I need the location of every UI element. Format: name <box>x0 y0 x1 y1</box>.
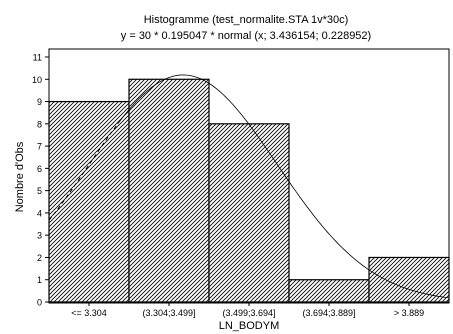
y-tick-label: 2 <box>37 253 42 263</box>
histogram-bar <box>368 256 450 303</box>
x-axis: <= 3.304 (3.304;3.499] (3.499;3.694] (3.694… <box>71 303 424 318</box>
x-tick-label: <= 3.304 <box>71 308 107 318</box>
y-tick-label: 4 <box>37 208 42 218</box>
y-tick-label: 7 <box>37 142 42 152</box>
histogram-bar <box>48 100 130 303</box>
x-tick-label: (3.304;3.499] <box>142 308 195 318</box>
curve-dashed-segment <box>48 123 119 221</box>
y-tick-label: 6 <box>37 164 42 174</box>
y-axis-label: Nombre d'Obs <box>14 141 26 212</box>
normal-curve <box>48 74 450 299</box>
y-tick-label: 9 <box>37 97 42 107</box>
histogram-bar <box>208 123 290 303</box>
y-tick-label: 10 <box>32 75 42 85</box>
x-tick-label: (3.694;3.889] <box>302 308 355 318</box>
y-tick-label: 3 <box>37 231 42 241</box>
histogram-bar <box>128 78 210 303</box>
chart-subtitle: y = 30 * 0.195047 * normal (x; 3.436154;… <box>121 30 371 42</box>
y-tick-label: 0 <box>37 298 42 308</box>
y-axis: 0 1 2 3 4 5 6 7 8 9 10 11 <box>32 53 49 308</box>
chart-title: Histogramme (test_normalite.STA 1v*30c) <box>144 14 349 26</box>
y-tick-label: 8 <box>37 119 42 129</box>
y-tick-label: 11 <box>33 53 42 63</box>
x-tick-label: (3.499;3.694] <box>222 308 275 318</box>
x-tick-label: > 3.889 <box>394 308 424 318</box>
y-tick-label: 5 <box>37 186 42 196</box>
histogram-bar <box>288 279 370 303</box>
y-tick-label: 1 <box>37 275 42 285</box>
bars <box>48 78 450 303</box>
curve-solid-segment <box>117 74 450 299</box>
x-axis-label: LN_BODYM <box>219 320 280 332</box>
